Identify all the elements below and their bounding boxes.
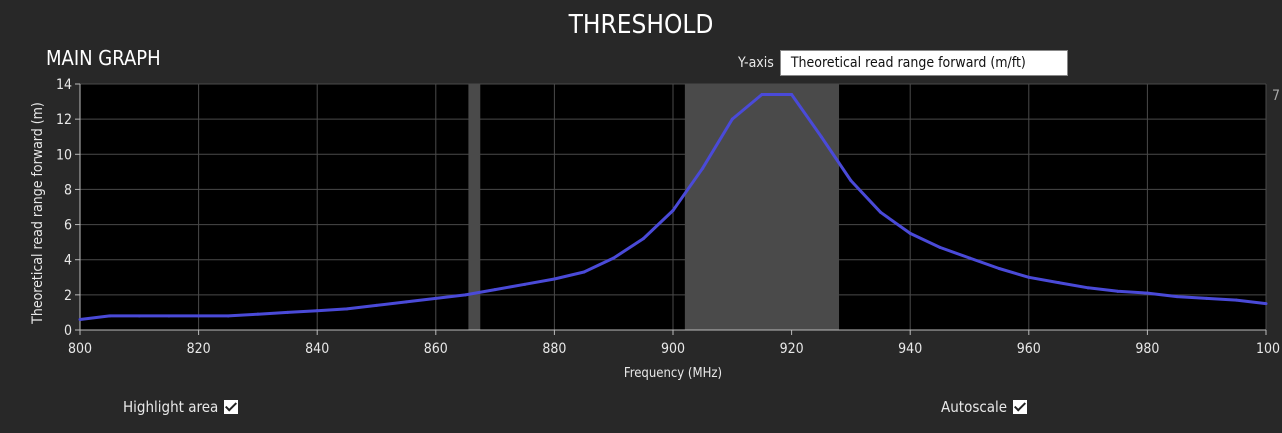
x-tick-label: 100 bbox=[1256, 341, 1280, 357]
highlight-area-checkbox[interactable] bbox=[224, 400, 239, 414]
data-point bbox=[760, 93, 764, 97]
y-tick-label: 12 bbox=[56, 112, 72, 128]
data-point bbox=[256, 312, 260, 316]
data-point bbox=[167, 314, 171, 318]
data-point bbox=[730, 117, 734, 121]
autoscale-toggle[interactable]: Autoscale bbox=[941, 398, 1028, 416]
data-point bbox=[790, 93, 794, 97]
data-point bbox=[612, 256, 616, 260]
highlight-area-label: Highlight area bbox=[123, 398, 219, 416]
x-tick-label: 820 bbox=[187, 341, 211, 357]
graph-label: MAIN GRAPH bbox=[46, 46, 161, 70]
data-point bbox=[523, 282, 527, 286]
highlight-region bbox=[684, 84, 840, 330]
data-point bbox=[641, 237, 645, 241]
data-point bbox=[997, 267, 1001, 270]
x-tick-label: 940 bbox=[898, 341, 922, 357]
autoscale-label: Autoscale bbox=[941, 398, 1008, 416]
data-point bbox=[463, 293, 467, 297]
data-point bbox=[345, 307, 349, 311]
data-point bbox=[1175, 295, 1179, 299]
data-point bbox=[286, 310, 290, 314]
y-axis-title: Theoretical read range forward (m) bbox=[30, 102, 46, 325]
data-point bbox=[108, 314, 112, 318]
autoscale-checkbox[interactable] bbox=[1013, 400, 1028, 414]
data-point bbox=[1145, 291, 1149, 295]
data-point bbox=[968, 256, 971, 260]
y-tick-label: 10 bbox=[56, 147, 72, 163]
x-tick-label: 900 bbox=[661, 341, 685, 357]
data-point bbox=[1264, 302, 1268, 306]
x-axis-title: Frequency (MHz) bbox=[624, 366, 722, 381]
highlight-area-toggle[interactable]: Highlight area bbox=[123, 398, 239, 416]
data-point bbox=[1234, 298, 1238, 302]
y-tick-label: 0 bbox=[64, 323, 72, 339]
data-point bbox=[1116, 289, 1120, 293]
data-point bbox=[1205, 296, 1209, 300]
y-tick-label: 14 bbox=[56, 77, 72, 93]
yaxis-selector: Y-axis Theoretical read range forward (m… bbox=[738, 50, 1068, 76]
x-tick-label: 840 bbox=[305, 341, 329, 357]
data-point bbox=[197, 314, 201, 318]
x-tick-label: 800 bbox=[68, 341, 92, 357]
data-point bbox=[1027, 275, 1031, 279]
data-point bbox=[819, 135, 823, 139]
data-point bbox=[908, 231, 912, 235]
data-point bbox=[1056, 281, 1060, 285]
data-point bbox=[938, 245, 942, 249]
x-tick-label: 860 bbox=[424, 341, 448, 357]
x-tick-label: 960 bbox=[1017, 341, 1041, 357]
data-point bbox=[434, 296, 438, 300]
yaxis-label: Y-axis bbox=[738, 55, 774, 71]
main-graph: 0 2 4 6 8 10 12 14 800 820 840 860 880 900 920 940 960 98… bbox=[30, 77, 1280, 381]
highlight-region bbox=[468, 84, 481, 330]
data-point bbox=[493, 288, 497, 292]
data-point bbox=[315, 309, 319, 313]
y-tick-label: 4 bbox=[64, 253, 72, 269]
data-point bbox=[226, 314, 230, 318]
page-title: THRESHOLD bbox=[568, 10, 714, 40]
x-tick-label: 980 bbox=[1135, 341, 1159, 357]
edge-mark: 7 bbox=[1272, 88, 1281, 104]
data-point bbox=[849, 179, 853, 183]
y-tick-label: 6 bbox=[64, 218, 72, 234]
x-tick-label: 920 bbox=[780, 341, 804, 357]
y-tick-label: 2 bbox=[64, 288, 72, 304]
data-point bbox=[78, 317, 82, 321]
x-tick-label: 880 bbox=[542, 341, 566, 357]
data-point bbox=[582, 270, 586, 274]
data-point bbox=[404, 300, 408, 304]
yaxis-dropdown[interactable]: Theoretical read range forward (m/ft) bbox=[779, 50, 1068, 76]
data-point bbox=[701, 166, 705, 170]
data-point bbox=[1086, 286, 1090, 290]
data-point bbox=[879, 210, 883, 214]
y-tick-label: 8 bbox=[64, 182, 72, 198]
data-point bbox=[552, 277, 556, 281]
data-point bbox=[671, 209, 675, 213]
data-point bbox=[137, 314, 141, 318]
data-point bbox=[375, 303, 378, 307]
